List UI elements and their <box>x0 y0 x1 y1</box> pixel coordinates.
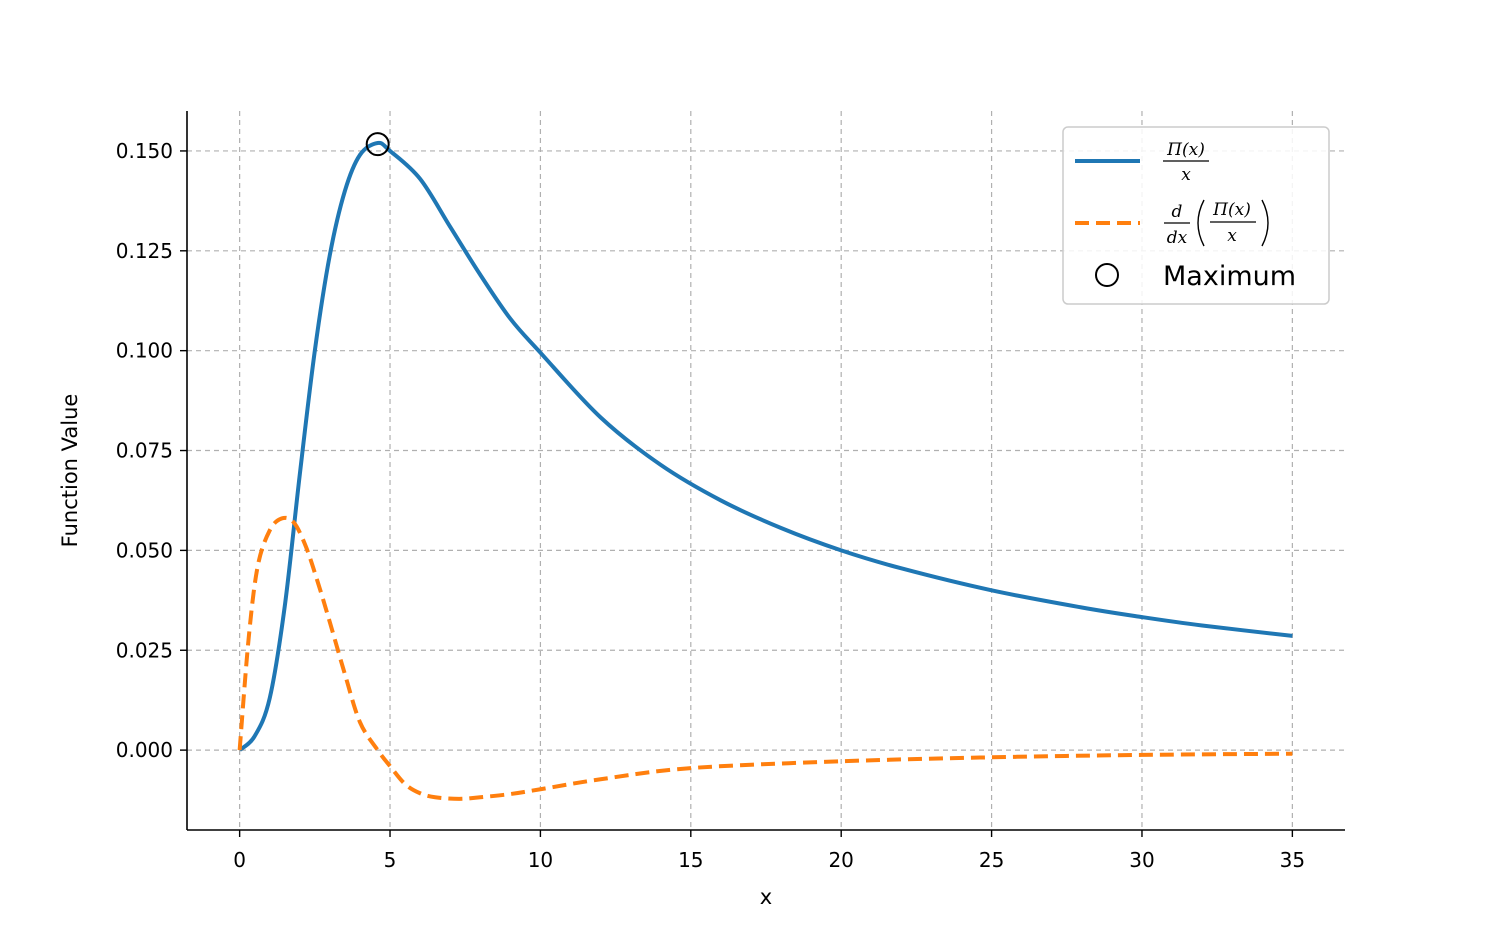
y-tick-label: 0.050 <box>116 538 173 562</box>
y-tick-label: 0.125 <box>116 239 173 263</box>
y-tick-label: 0.075 <box>116 439 173 463</box>
legend-inner-denominator: x <box>1227 226 1237 246</box>
series-line-pi-over-x <box>238 140 1293 752</box>
y-tick-label: 0.100 <box>116 339 173 363</box>
series-line-derivative <box>237 515 1293 801</box>
legend-entry-pi-over-x: Π(x) x <box>1075 140 1209 185</box>
ticks: 0 5 10 15 20 25 30 35 0.000 0.025 0.050 0.075 0.100 0… <box>116 139 1305 872</box>
legend-inner-numerator: Π(x) <box>1212 200 1251 220</box>
y-tick-label: 0.000 <box>116 738 173 762</box>
markers <box>365 132 390 157</box>
maximum-marker <box>365 132 390 157</box>
x-tick-label: 30 <box>1129 848 1154 872</box>
left-paren <box>1197 199 1205 247</box>
x-tick-label: 25 <box>979 848 1004 872</box>
plot-area <box>237 132 1293 801</box>
legend-frame <box>1062 126 1330 305</box>
legend-label: Maximum <box>1163 261 1296 292</box>
y-tick-label: 0.025 <box>116 638 173 662</box>
axes <box>186 111 1345 831</box>
x-tick-label: 35 <box>1280 848 1305 872</box>
legend-entry-maximum: Maximum <box>1095 261 1296 292</box>
x-tick-label: 15 <box>678 848 703 872</box>
x-tick-label: 10 <box>528 848 553 872</box>
x-tick-label: 0 <box>233 848 246 872</box>
legend-d-numerator: d <box>1172 202 1183 222</box>
open-circle-marker-icon <box>1095 263 1119 287</box>
x-tick-label: 5 <box>384 848 397 872</box>
legend-d-denominator: dx <box>1167 228 1188 248</box>
x-axis-label: x <box>760 885 772 909</box>
right-paren <box>1261 199 1269 247</box>
y-axis-label: Function Value <box>58 394 82 548</box>
legend: Π(x) x d dx Π(x) x Maximum <box>1062 126 1330 305</box>
legend-entry-derivative: d dx Π(x) x <box>1075 199 1269 248</box>
y-tick-label: 0.150 <box>116 139 173 163</box>
x-tick-label: 20 <box>828 848 853 872</box>
legend-denominator: x <box>1181 165 1191 185</box>
legend-numerator: Π(x) <box>1166 140 1205 160</box>
